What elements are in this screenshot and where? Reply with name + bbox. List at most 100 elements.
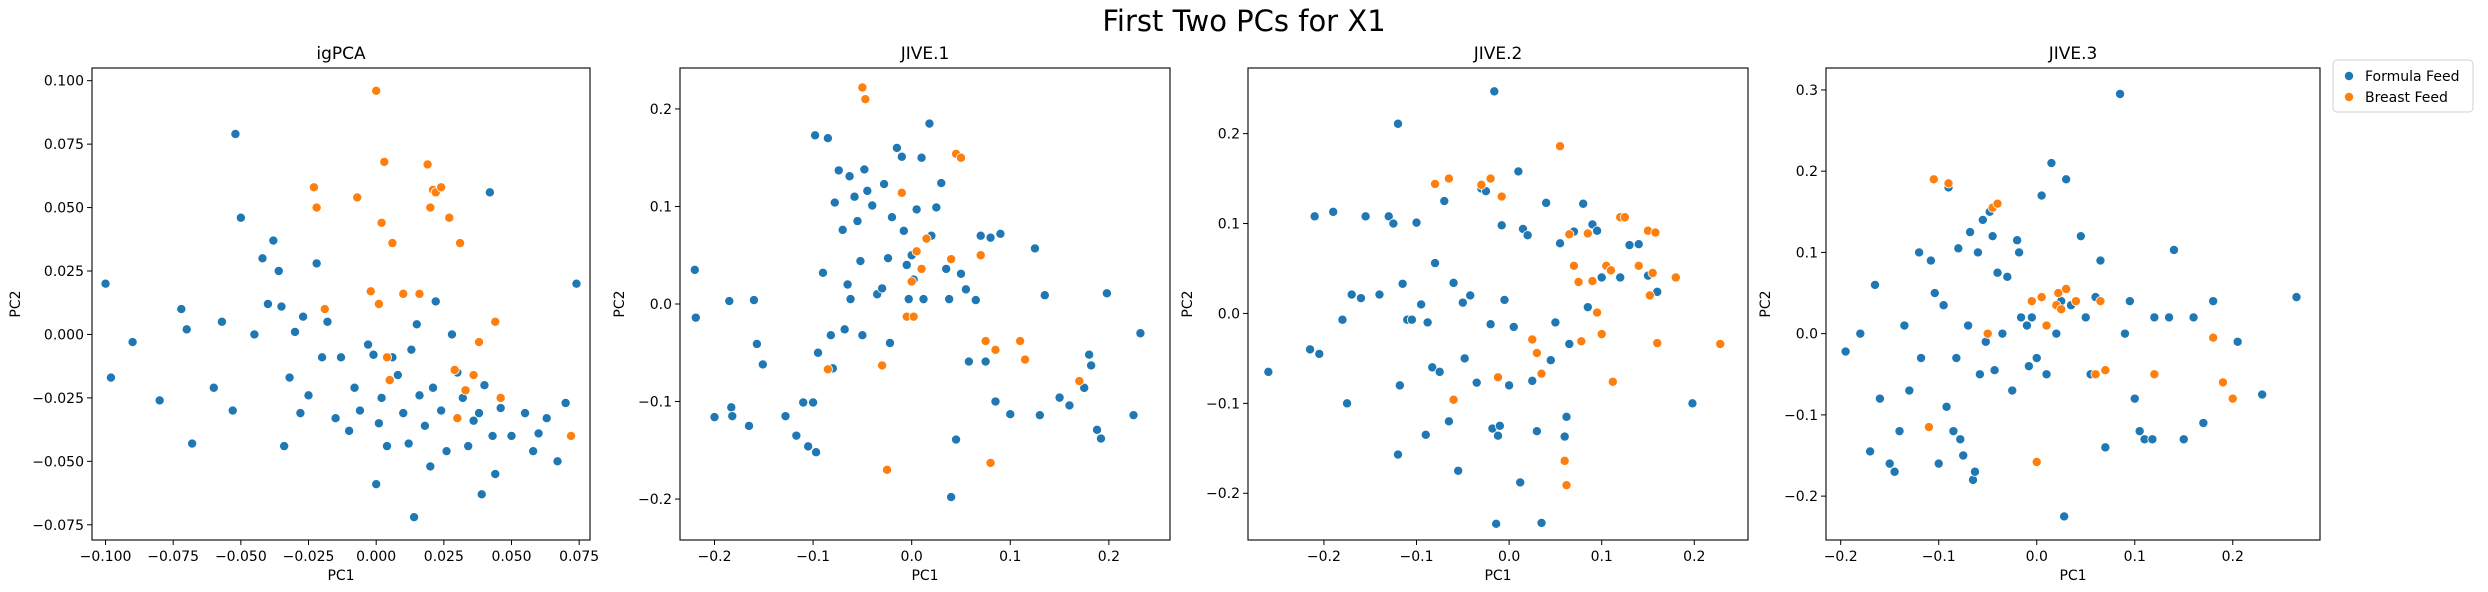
point-formula-feed xyxy=(406,344,417,355)
point-formula-feed xyxy=(2051,328,2062,339)
point-breast-feed xyxy=(916,263,927,274)
point-formula-feed xyxy=(886,212,897,223)
point-breast-feed xyxy=(857,82,868,93)
point-formula-feed xyxy=(798,397,809,408)
point-formula-feed xyxy=(1383,211,1394,222)
point-formula-feed xyxy=(2188,312,2199,323)
point-breast-feed xyxy=(882,464,893,475)
point-formula-feed xyxy=(1855,328,1866,339)
subplot-title: igPCA xyxy=(316,44,366,64)
x-tick-label: −0.075 xyxy=(147,549,199,565)
point-breast-feed xyxy=(2208,332,2219,343)
y-axis-label: PC2 xyxy=(1758,290,1774,317)
point-breast-feed xyxy=(1564,229,1575,240)
point-formula-feed xyxy=(2012,235,2023,246)
point-breast-feed xyxy=(2095,296,2106,307)
plot-frame xyxy=(679,67,1171,541)
point-formula-feed xyxy=(2031,353,2042,364)
point-breast-feed xyxy=(422,159,433,170)
point-formula-feed xyxy=(520,408,531,419)
point-breast-feed xyxy=(1982,328,1993,339)
subplot-jive-3: JIVE.3 −0.2 −0.1 0.0 0.1 0.2 −0.2 −0.1 0.0 0.1 0.2… xyxy=(1758,44,2321,584)
point-breast-feed xyxy=(1576,336,1587,347)
point-formula-feed xyxy=(817,267,828,278)
point-formula-feed xyxy=(970,295,981,306)
point-formula-feed xyxy=(903,294,914,305)
point-formula-feed xyxy=(1508,321,1519,332)
y-axis-label: PC2 xyxy=(8,290,24,317)
point-formula-feed xyxy=(1430,258,1441,269)
point-formula-feed xyxy=(1541,197,1552,208)
point-formula-feed xyxy=(476,489,487,500)
x-tick-label: 0.2 xyxy=(1683,549,1705,565)
point-formula-feed xyxy=(1550,317,1561,328)
point-breast-feed xyxy=(1531,347,1542,358)
x-tick-label: −0.050 xyxy=(215,549,267,565)
point-formula-feed xyxy=(780,411,791,422)
x-tick-label: 0.0 xyxy=(2026,549,2048,565)
point-formula-feed xyxy=(1536,517,1547,528)
point-formula-feed xyxy=(2149,312,2160,323)
point-formula-feed xyxy=(808,397,819,408)
point-formula-feed xyxy=(268,235,279,246)
point-formula-feed xyxy=(1904,385,1915,396)
x-tick-label: −0.1 xyxy=(1922,549,1956,565)
point-formula-feed xyxy=(560,397,571,408)
point-formula-feed xyxy=(1977,214,1988,225)
point-formula-feed xyxy=(2291,292,2302,303)
point-formula-feed xyxy=(100,278,111,289)
point-formula-feed xyxy=(1355,293,1366,304)
point-formula-feed xyxy=(490,469,501,480)
y-tick-label: −0.2 xyxy=(1784,489,1818,505)
point-breast-feed xyxy=(1568,260,1579,271)
point-formula-feed xyxy=(1989,365,2000,376)
y-tick-label: 0.1 xyxy=(1218,217,1240,233)
x-axis-label: PC1 xyxy=(1484,568,1511,584)
point-breast-feed xyxy=(468,370,479,381)
point-breast-feed xyxy=(1536,368,1547,379)
point-breast-feed xyxy=(822,364,833,375)
point-formula-feed xyxy=(1925,255,1936,266)
point-formula-feed xyxy=(1513,166,1524,177)
point-formula-feed xyxy=(1443,416,1454,427)
point-breast-feed xyxy=(1650,227,1661,238)
point-formula-feed xyxy=(849,191,860,202)
point-formula-feed xyxy=(414,390,425,401)
point-formula-feed xyxy=(985,232,996,243)
point-formula-feed xyxy=(1034,410,1045,421)
point-formula-feed xyxy=(1029,243,1040,254)
point-formula-feed xyxy=(1972,247,1983,258)
point-formula-feed xyxy=(368,349,379,360)
point-formula-feed xyxy=(571,278,582,289)
point-formula-feed xyxy=(1953,243,1964,254)
point-formula-feed xyxy=(1884,458,1895,469)
x-tick-label: −0.025 xyxy=(283,549,335,565)
y-tick-label: 0.025 xyxy=(44,264,84,280)
point-formula-feed xyxy=(803,441,814,452)
point-breast-feed xyxy=(376,217,387,228)
point-breast-feed xyxy=(1592,307,1603,318)
x-tick-label: 0.2 xyxy=(1098,549,1120,565)
point-formula-feed xyxy=(995,228,1006,239)
subplot-title: JIVE.2 xyxy=(1473,44,1523,64)
point-formula-feed xyxy=(392,370,403,381)
point-formula-feed xyxy=(1086,360,1097,371)
point-formula-feed xyxy=(1406,314,1417,325)
point-formula-feed xyxy=(1005,409,1016,420)
point-formula-feed xyxy=(1582,302,1593,313)
point-formula-feed xyxy=(1894,426,1905,437)
point-breast-feed xyxy=(1559,455,1570,466)
point-formula-feed xyxy=(1328,206,1339,217)
point-breast-feed xyxy=(1074,376,1085,387)
point-formula-feed xyxy=(295,408,306,419)
point-formula-feed xyxy=(1555,238,1566,249)
point-formula-feed xyxy=(1459,353,1470,364)
point-breast-feed xyxy=(425,202,436,213)
point-formula-feed xyxy=(1496,220,1507,231)
y-axis-label: PC2 xyxy=(1180,290,1196,317)
point-formula-feed xyxy=(2016,312,2027,323)
point-formula-feed xyxy=(2014,247,2025,258)
point-formula-feed xyxy=(1559,431,1570,442)
point-formula-feed xyxy=(425,461,436,472)
